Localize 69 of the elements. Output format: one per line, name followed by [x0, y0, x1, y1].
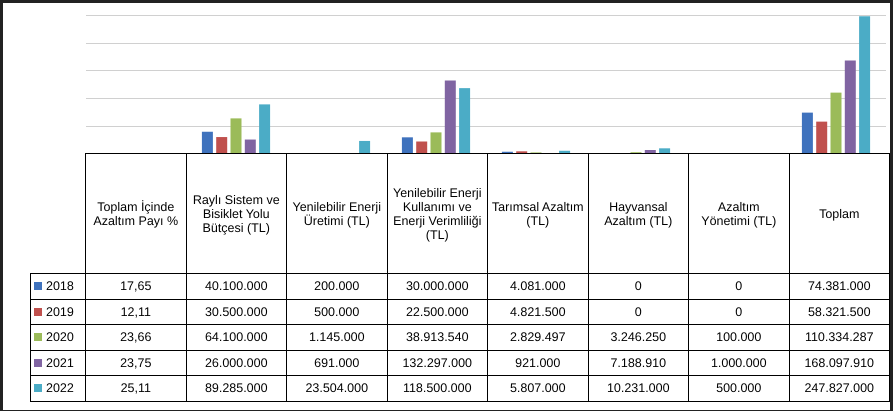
bar	[802, 112, 813, 154]
bar	[859, 16, 870, 154]
data-label: 23.504.000	[286, 376, 387, 401]
bar	[430, 132, 442, 154]
bar	[244, 140, 256, 154]
bar	[816, 122, 828, 154]
data-label: 58.321.500	[789, 299, 890, 324]
text: 23,66	[120, 330, 152, 344]
data-label: 3.246.250	[588, 324, 688, 350]
data-label: 64.100.000	[186, 324, 286, 350]
bar	[230, 118, 242, 154]
bar	[844, 60, 856, 154]
bar	[402, 137, 413, 154]
data-label: 4.821.500	[488, 299, 588, 324]
legend-label: 2019	[30, 299, 86, 324]
legend-label: 2021	[30, 350, 86, 376]
data-label: 26.000.000	[186, 350, 286, 376]
data-label: 5.807.000	[488, 376, 588, 401]
text: 23,75	[120, 356, 152, 370]
text: 17,65	[120, 279, 152, 294]
data-label: 691.000	[286, 350, 387, 376]
data-label: 22.500.000	[387, 299, 488, 324]
x-tick-label: Toplam İçinde Azaltım Payı %	[86, 154, 186, 274]
text: 25,11	[120, 381, 151, 396]
bar	[459, 88, 470, 154]
data-label: 38.913.540	[387, 324, 488, 350]
data-label: 100.000	[688, 324, 789, 350]
data-label: 1.145.000	[286, 324, 387, 350]
x-tick-label: Hayvansal Azaltım (TL)	[588, 154, 688, 274]
data-label: 168.097.910	[789, 350, 890, 376]
data-label: 4.081.000	[488, 274, 588, 299]
data-label: 30.500.000	[186, 299, 286, 324]
data-label: 7.188.910	[588, 350, 688, 376]
data-label: 40.100.000	[186, 274, 286, 299]
bar	[416, 141, 428, 154]
data-label: 2.829.497	[488, 324, 588, 350]
data-label: 1.000.000	[688, 350, 789, 376]
bar	[830, 92, 842, 154]
x-tick-label: Azaltım Yönetimi (TL)	[688, 154, 789, 274]
legend-label: 2022	[30, 376, 86, 401]
bar	[202, 132, 213, 154]
x-tick-label: Tarımsal Azaltım (TL)	[488, 154, 588, 274]
data-label: 921.000	[488, 350, 588, 376]
bar	[216, 137, 228, 154]
bar	[444, 80, 456, 154]
data-label: 74.381.000	[789, 274, 890, 299]
bar	[359, 140, 370, 154]
data-label: 247.827.000	[789, 376, 890, 401]
data-label: 30.000.000	[387, 274, 488, 299]
data-label: 89.285.000	[186, 376, 286, 401]
x-tick-label: Toplam	[789, 154, 890, 274]
data-label: 0	[588, 274, 688, 299]
text: 12,11	[120, 304, 151, 319]
data-label: 500.000	[286, 299, 387, 324]
data-label: 500.000	[688, 376, 789, 401]
data-label: 0	[688, 274, 789, 299]
data-label: 200.000	[286, 274, 387, 299]
data-label: 118.500.000	[387, 376, 488, 401]
x-tick-label: Yenilebilir Enerji Üretimi (TL)	[286, 154, 387, 274]
data-label: 110.334.287	[789, 324, 890, 350]
x-tick-label: Raylı Sistem ve Bisiklet Yolu Bütçesi (TL)	[186, 154, 286, 274]
legend-label: 2018	[30, 274, 86, 299]
bar	[259, 104, 270, 154]
data-label: 0	[688, 299, 789, 324]
data-label: 132.297.000	[387, 350, 488, 376]
data-label: 0	[588, 299, 688, 324]
legend-label: 2020	[30, 324, 86, 350]
data-label: 10.231.000	[588, 376, 688, 401]
x-tick-label: Yenilebilir Enerji Kullanımı ve Enerji Verimliliği (TL)	[387, 154, 488, 274]
